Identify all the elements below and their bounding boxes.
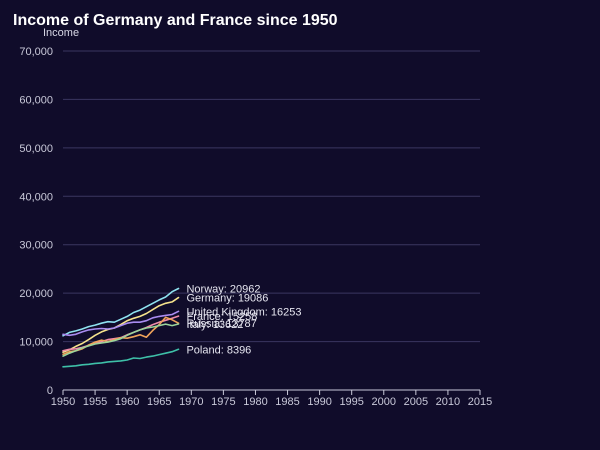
x-tick-label: 1990 [307, 396, 331, 408]
series-line-russia [62, 316, 180, 356]
x-tick-label: 1965 [147, 396, 171, 408]
x-tick-label: 1980 [243, 396, 267, 408]
y-tick-label: 60,000 [19, 94, 53, 106]
x-tick-label: 2000 [372, 396, 396, 408]
series-line-norway [62, 287, 180, 337]
end-label-italy: Italy: 13622 [186, 319, 243, 331]
series-line-italy [62, 323, 180, 357]
x-tick-label: 1955 [83, 396, 107, 408]
series-line-united-kingdom [62, 310, 180, 337]
grid-layer [63, 50, 480, 343]
series-layer [62, 287, 180, 368]
x-tick-label: 1985 [275, 396, 299, 408]
x-tick-label: 2010 [436, 396, 460, 408]
x-tick-label: 1950 [51, 396, 75, 408]
y-tick-label: 30,000 [19, 240, 53, 252]
y-tick-label: 70,000 [19, 46, 53, 58]
x-tick-label: 1970 [179, 396, 203, 408]
end-label-united-kingdom: United Kingdom: 16253 [186, 306, 301, 318]
end-label-russia: Russia: 13787 [186, 318, 256, 330]
y-tick-label: 20,000 [19, 288, 53, 300]
y-tick-label: 0 [47, 385, 53, 397]
x-tick-label: 2015 [468, 396, 492, 408]
axis-layer: 0 10,000 20,000 30,000 40,000 50,000 60,000 70,… [19, 46, 492, 408]
x-tick-label: 2005 [404, 396, 428, 408]
y-tick-label: 50,000 [19, 143, 53, 155]
end-label-france: France: 15258 [186, 311, 257, 323]
end-label-poland: Poland: 8396 [186, 344, 251, 356]
end-label-norway: Norway: 20962 [186, 283, 260, 295]
y-axis-label: Income [43, 27, 79, 39]
x-tick-label: 1960 [115, 396, 139, 408]
series-line-germany [62, 296, 180, 354]
y-tick-label: 10,000 [19, 337, 53, 349]
chart-title: Income of Germany and France since 1950 [13, 12, 338, 29]
series-line-poland [62, 348, 180, 368]
end-label-germany: Germany: 19086 [186, 293, 268, 305]
y-tick-label: 40,000 [19, 191, 53, 203]
x-tick-label: 1995 [339, 396, 363, 408]
x-tick-label: 1975 [211, 396, 235, 408]
